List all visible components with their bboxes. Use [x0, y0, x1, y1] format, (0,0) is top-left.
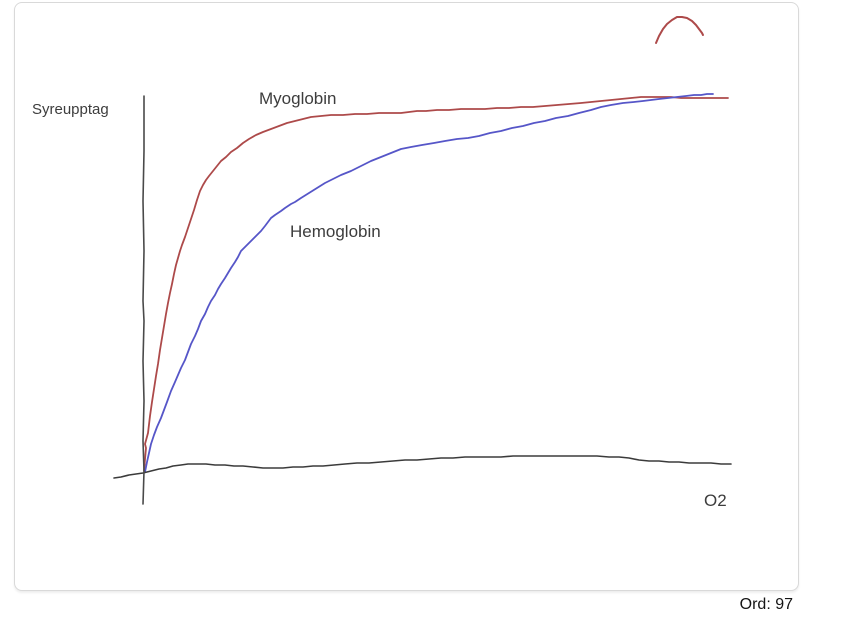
drawing-strokes-svg	[113, 16, 732, 505]
hemoglobin-curve	[144, 93, 714, 473]
x-axis-line	[113, 455, 732, 479]
stray-red-arc	[655, 16, 704, 44]
hemoglobin-curve-label: Hemoglobin	[290, 222, 381, 241]
y-axis-line	[142, 95, 145, 505]
y-axis-label: Syreupptag	[32, 101, 109, 118]
myoglobin-curve	[143, 96, 729, 472]
drawing-canvas[interactable]: Syreupptag Myoglobin Hemoglobin O2	[14, 2, 799, 591]
word-count-badge[interactable]: Ord: 97	[739, 596, 793, 613]
myoglobin-curve-label: Myoglobin	[259, 89, 337, 108]
x-axis-label: O2	[704, 491, 727, 510]
